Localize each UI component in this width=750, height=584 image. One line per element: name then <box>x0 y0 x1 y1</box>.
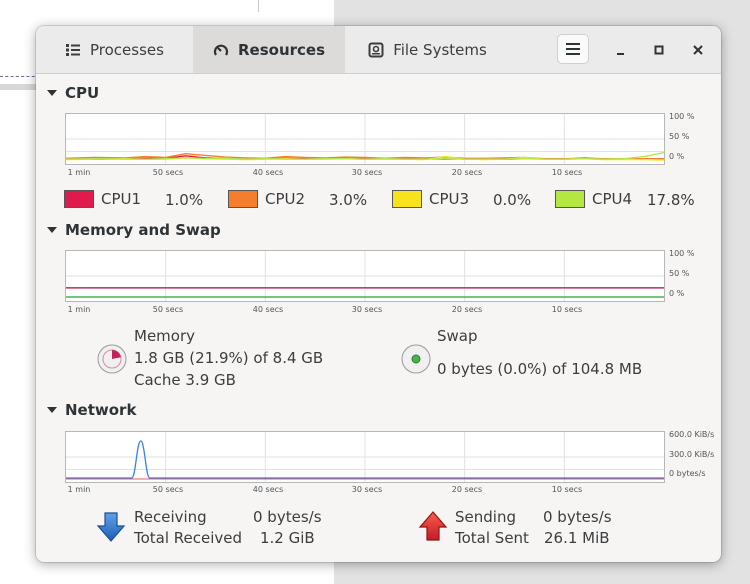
cpu1-color-swatch[interactable] <box>64 190 94 208</box>
swap-pie-icon[interactable] <box>400 343 432 375</box>
receiving-arrow-icon[interactable] <box>96 511 126 543</box>
receiving-series-line <box>66 440 664 479</box>
pie-slice <box>112 350 121 359</box>
network-x-tick: 20 secs <box>451 485 483 494</box>
memory-x-tick: 40 secs <box>252 305 284 314</box>
tab-file-systems[interactable]: File Systems <box>345 26 510 73</box>
network-section-title: Network <box>65 401 137 419</box>
memory-y-tick-0: 0 % <box>669 289 685 298</box>
memory-x-tick: 1 min <box>67 305 91 314</box>
list-icon <box>65 42 81 58</box>
cpu-series-line-cpu4 <box>66 151 664 160</box>
network-graph <box>65 431 665 483</box>
hamburger-icon <box>566 40 580 59</box>
memory-usage: 1.8 GB (21.9%) of 8.4 GB <box>134 349 324 367</box>
network-x-tick: 30 secs <box>351 485 383 494</box>
total-sent-value: 26.1 MiB <box>544 529 610 547</box>
sending-value: 0 bytes/s <box>543 508 612 526</box>
swap-label: Swap <box>437 327 478 345</box>
background-bar <box>0 84 40 90</box>
background-dashed-line <box>0 76 40 77</box>
network-x-tick: 10 secs <box>551 485 583 494</box>
system-monitor-window: Processes Resources File Systems <box>36 26 721 562</box>
memory-x-tick: 20 secs <box>451 305 483 314</box>
minimize-icon <box>616 40 626 59</box>
maximize-button[interactable] <box>648 38 670 60</box>
network-y-tick-top: 600.0 KiB/s <box>669 430 715 439</box>
minimize-button[interactable] <box>610 38 632 60</box>
cpu3-label: CPU3 <box>429 190 470 208</box>
maximize-icon <box>654 40 664 59</box>
cpu-y-tick-0: 0 % <box>669 152 685 161</box>
cpu3-legend[interactable]: CPU3 <box>392 189 469 209</box>
cpu4-label: CPU4 <box>592 190 633 208</box>
pie-ring <box>102 349 122 369</box>
cpu-x-tick: 40 secs <box>252 168 284 177</box>
receiving-label: Receiving <box>134 508 207 526</box>
cpu4-color-swatch[interactable] <box>555 190 585 208</box>
network-section-header[interactable]: Network <box>47 401 136 419</box>
cpu-x-tick: 1 min <box>67 168 91 177</box>
close-icon <box>693 40 703 59</box>
memory-x-tick: 30 secs <box>351 305 383 314</box>
total-sent-label: Total Sent <box>455 529 529 547</box>
cpu-x-tick: 20 secs <box>451 168 483 177</box>
tab-file-systems-label: File Systems <box>393 40 487 59</box>
cpu3-value: 0.0% <box>493 191 532 209</box>
memory-y-tick-100: 100 % <box>669 249 695 258</box>
cpu-x-tick: 10 secs <box>551 168 583 177</box>
memory-label: Memory <box>134 327 196 345</box>
disk-icon <box>368 42 384 58</box>
main-menu-button[interactable] <box>557 34 589 64</box>
tab-resources-label: Resources <box>237 40 326 59</box>
cpu2-legend[interactable]: CPU2 <box>228 189 305 209</box>
cpu-section-title: CPU <box>65 84 100 102</box>
total-received-label: Total Received <box>134 529 243 547</box>
receiving-value: 0 bytes/s <box>253 508 322 526</box>
sending-label: Sending <box>455 508 516 526</box>
memory-graph <box>65 250 665 302</box>
cpu-y-tick-50: 50 % <box>669 132 690 141</box>
network-x-tick: 40 secs <box>252 485 284 494</box>
memory-cache: Cache 3.9 GB <box>134 371 236 389</box>
tab-processes[interactable]: Processes <box>36 26 193 73</box>
background-divider <box>258 0 259 12</box>
memory-section-header[interactable]: Memory and Swap <box>47 221 221 239</box>
swap-usage: 0 bytes (0.0%) of 104.8 MB <box>437 360 643 378</box>
cpu1-label: CPU1 <box>101 190 142 208</box>
memory-x-tick: 10 secs <box>551 305 583 314</box>
network-y-tick-mid: 300.0 KiB/s <box>669 450 715 459</box>
header-bar: Processes Resources File Systems <box>36 26 721 74</box>
network-y-tick-0: 0 bytes/s <box>669 469 706 478</box>
expander-arrow-icon <box>47 227 57 233</box>
cpu-graph <box>65 113 665 165</box>
tab-resources[interactable]: Resources <box>193 26 345 73</box>
cpu4-value: 17.8% <box>647 191 695 209</box>
cpu-section-header[interactable]: CPU <box>47 84 99 102</box>
memory-pie-icon[interactable] <box>96 343 128 375</box>
cpu-x-tick: 30 secs <box>351 168 383 177</box>
pie-dot <box>411 354 421 364</box>
gauge-icon <box>213 42 229 58</box>
cpu-x-tick: 50 secs <box>152 168 184 177</box>
cpu-y-tick-100: 100 % <box>669 112 695 121</box>
memory-y-tick-50: 50 % <box>669 269 690 278</box>
tab-processes-label: Processes <box>90 40 164 59</box>
cpu2-color-swatch[interactable] <box>228 190 258 208</box>
cpu2-value: 3.0% <box>329 191 368 209</box>
cpu2-label: CPU2 <box>265 190 306 208</box>
cpu1-legend[interactable]: CPU1 <box>64 189 141 209</box>
close-button[interactable] <box>687 38 709 60</box>
sending-arrow-icon[interactable] <box>418 510 448 542</box>
memory-x-tick: 50 secs <box>152 305 184 314</box>
memory-section-title: Memory and Swap <box>65 221 221 239</box>
total-received-value: 1.2 GiB <box>260 529 315 547</box>
expander-arrow-icon <box>47 90 57 96</box>
cpu1-value: 1.0% <box>165 191 204 209</box>
expander-arrow-icon <box>47 407 57 413</box>
network-x-tick: 1 min <box>67 485 91 494</box>
cpu4-legend[interactable]: CPU4 <box>555 189 632 209</box>
network-x-tick: 50 secs <box>152 485 184 494</box>
cpu3-color-swatch[interactable] <box>392 190 422 208</box>
